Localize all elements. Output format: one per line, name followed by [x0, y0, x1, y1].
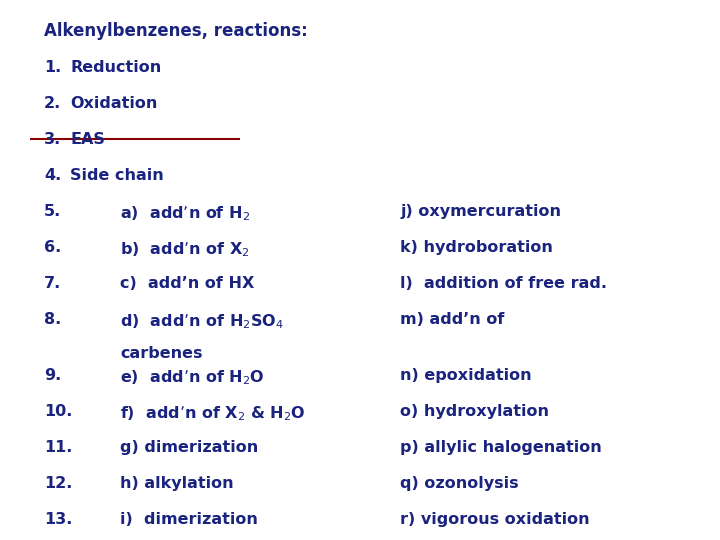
- Text: d)  add’n of H$_2$SO$_4$: d) add’n of H$_2$SO$_4$: [120, 312, 284, 330]
- Text: 7.: 7.: [44, 276, 61, 291]
- Text: 13.: 13.: [44, 512, 73, 527]
- Text: l)  addition of free rad.: l) addition of free rad.: [400, 276, 607, 291]
- Text: 8.: 8.: [44, 312, 61, 327]
- Text: EAS: EAS: [70, 132, 105, 147]
- Text: e)  add’n of H$_2$O: e) add’n of H$_2$O: [120, 368, 264, 387]
- Text: 3.: 3.: [44, 132, 61, 147]
- Text: p) allylic halogenation: p) allylic halogenation: [400, 440, 602, 455]
- Text: c)  add’n of HX: c) add’n of HX: [120, 276, 254, 291]
- Text: Reduction: Reduction: [70, 60, 161, 75]
- Text: 10.: 10.: [44, 404, 73, 419]
- Text: q) ozonolysis: q) ozonolysis: [400, 476, 518, 491]
- Text: h) alkylation: h) alkylation: [120, 476, 233, 491]
- Text: i)  dimerization: i) dimerization: [120, 512, 258, 527]
- Text: 2.: 2.: [44, 96, 61, 111]
- Text: j) oxymercuration: j) oxymercuration: [400, 204, 561, 219]
- Text: 9.: 9.: [44, 368, 61, 383]
- Text: k) hydroboration: k) hydroboration: [400, 240, 553, 255]
- Text: Alkenylbenzenes, reactions:: Alkenylbenzenes, reactions:: [44, 22, 307, 40]
- Text: b)  add’n of X$_2$: b) add’n of X$_2$: [120, 240, 250, 259]
- Text: Oxidation: Oxidation: [70, 96, 158, 111]
- Text: 1.: 1.: [44, 60, 61, 75]
- Text: g) dimerization: g) dimerization: [120, 440, 258, 455]
- Text: f)  add’n of X$_2$ & H$_2$O: f) add’n of X$_2$ & H$_2$O: [120, 404, 306, 423]
- Text: 12.: 12.: [44, 476, 73, 491]
- Text: 4.: 4.: [44, 168, 61, 183]
- Text: a)  add’n of H$_2$: a) add’n of H$_2$: [120, 204, 250, 222]
- Text: Side chain: Side chain: [70, 168, 163, 183]
- Text: 5.: 5.: [44, 204, 61, 219]
- Text: carbenes: carbenes: [120, 346, 202, 361]
- Text: m) add’n of: m) add’n of: [400, 312, 505, 327]
- Text: r) vigorous oxidation: r) vigorous oxidation: [400, 512, 590, 527]
- Text: 6.: 6.: [44, 240, 61, 255]
- Text: n) epoxidation: n) epoxidation: [400, 368, 531, 383]
- Text: 11.: 11.: [44, 440, 73, 455]
- Text: o) hydroxylation: o) hydroxylation: [400, 404, 549, 419]
